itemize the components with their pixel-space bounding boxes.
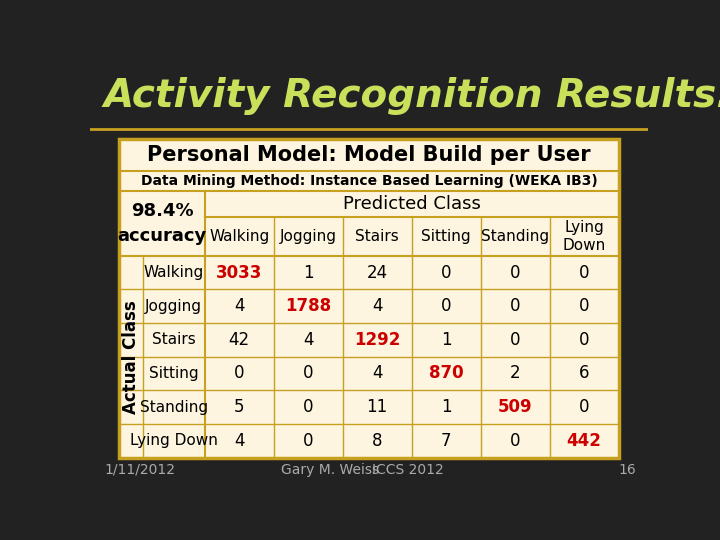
Text: Predicted Class: Predicted Class — [343, 195, 480, 213]
Text: 0: 0 — [303, 364, 313, 382]
Text: Jogging: Jogging — [279, 229, 337, 244]
Text: 1/11/2012: 1/11/2012 — [104, 463, 175, 477]
Text: 870: 870 — [429, 364, 464, 382]
Text: 0: 0 — [579, 398, 589, 416]
Text: 1292: 1292 — [354, 331, 400, 349]
Text: 0: 0 — [579, 297, 589, 315]
Text: 7: 7 — [441, 431, 451, 450]
Text: 2: 2 — [510, 364, 521, 382]
Text: 0: 0 — [303, 431, 313, 450]
Text: Stairs: Stairs — [355, 229, 399, 244]
Text: 4: 4 — [234, 297, 244, 315]
Text: Stairs: Stairs — [152, 332, 196, 347]
Text: 0: 0 — [234, 364, 244, 382]
Text: 0: 0 — [510, 264, 521, 281]
Text: 4: 4 — [234, 431, 244, 450]
Text: Actual Class: Actual Class — [122, 300, 140, 414]
Text: 442: 442 — [567, 431, 601, 450]
Text: Data Mining Method: Instance Based Learning (WEKA IB3): Data Mining Method: Instance Based Learn… — [140, 174, 598, 188]
Text: 6: 6 — [579, 364, 589, 382]
Text: 4: 4 — [303, 331, 313, 349]
Text: 0: 0 — [510, 297, 521, 315]
Text: Walking: Walking — [143, 265, 204, 280]
Text: 0: 0 — [441, 297, 451, 315]
Text: Jogging: Jogging — [145, 299, 202, 314]
Text: 24: 24 — [366, 264, 387, 281]
Text: 0: 0 — [579, 264, 589, 281]
Text: 0: 0 — [579, 331, 589, 349]
Text: Gary M. Weiss: Gary M. Weiss — [282, 463, 379, 477]
Text: 0: 0 — [441, 264, 451, 281]
Text: Sitting: Sitting — [149, 366, 199, 381]
Text: 1788: 1788 — [285, 297, 331, 315]
Text: 16: 16 — [618, 463, 636, 477]
Text: Personal Model: Model Build per User: Personal Model: Model Build per User — [147, 145, 591, 165]
Text: 11: 11 — [366, 398, 388, 416]
Text: 1: 1 — [441, 331, 451, 349]
Text: 98.4%
accuracy: 98.4% accuracy — [117, 202, 207, 245]
Text: Standing: Standing — [481, 229, 549, 244]
Text: Sitting: Sitting — [421, 229, 471, 244]
Text: Walking: Walking — [209, 229, 269, 244]
Text: 42: 42 — [229, 331, 250, 349]
Text: 1: 1 — [441, 398, 451, 416]
Text: 509: 509 — [498, 398, 532, 416]
Text: Activity Recognition Results: Personal: Activity Recognition Results: Personal — [104, 77, 720, 116]
Text: 8: 8 — [372, 431, 382, 450]
Text: 0: 0 — [303, 398, 313, 416]
Bar — [120, 139, 618, 457]
Text: 3033: 3033 — [216, 264, 262, 281]
Text: 4: 4 — [372, 297, 382, 315]
Text: ICCS 2012: ICCS 2012 — [372, 463, 444, 477]
Text: 0: 0 — [510, 431, 521, 450]
Text: 4: 4 — [372, 364, 382, 382]
Text: 5: 5 — [234, 398, 244, 416]
Text: Lying
Down: Lying Down — [562, 220, 606, 253]
Text: 0: 0 — [510, 331, 521, 349]
Text: 1: 1 — [303, 264, 313, 281]
Text: Lying Down: Lying Down — [130, 433, 217, 448]
Text: Standing: Standing — [140, 400, 208, 415]
